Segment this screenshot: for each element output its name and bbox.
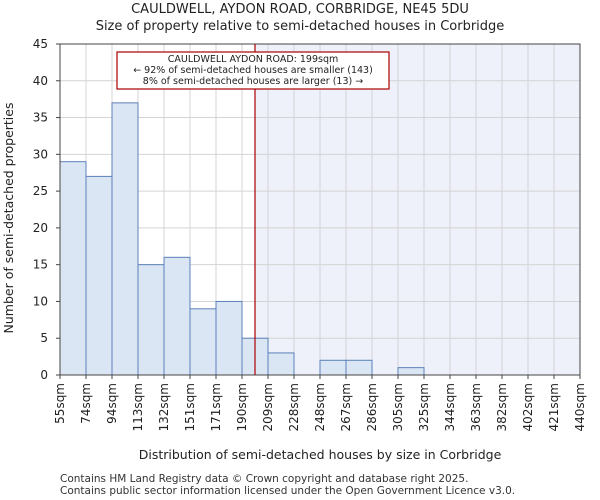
y-axis-label: Number of semi-detached properties	[1, 103, 16, 334]
footer-line-2: Contains public sector information licen…	[60, 485, 516, 497]
x-tick-label: 305sqm	[391, 383, 405, 431]
chart-subtitle: Size of property relative to semi-detach…	[95, 19, 505, 34]
x-tick-label: 55sqm	[53, 383, 67, 424]
footer-line-1: Contains HM Land Registry data © Crown c…	[60, 473, 469, 485]
shaded-region-layer	[255, 44, 580, 375]
x-axis-label: Distribution of semi-detached houses by …	[139, 447, 502, 462]
larger-region-shade	[255, 44, 580, 375]
marker-layer: CAULDWELL AYDON ROAD: 199sqm← 92% of sem…	[116, 44, 390, 375]
bar	[319, 359, 347, 376]
x-tick-label: 113sqm	[131, 383, 145, 431]
x-tick-label: 267sqm	[339, 383, 353, 431]
y-tick-label: 40	[33, 74, 48, 88]
annotation-box	[116, 51, 390, 90]
bars	[59, 102, 425, 376]
bar	[397, 367, 425, 376]
y-tick-label: 25	[33, 184, 48, 198]
x-tick-label: 344sqm	[443, 383, 457, 431]
x-tick-label: 132sqm	[157, 383, 171, 431]
x-tick-label: 440sqm	[573, 383, 587, 431]
y-tick-label: 30	[33, 147, 48, 161]
y-tick-label: 35	[33, 111, 48, 125]
x-tick-label: 421sqm	[547, 383, 561, 431]
chart-title: CAULDWELL, AYDON ROAD, CORBRIDGE, NE45 5…	[131, 2, 469, 17]
x-tick-label: 74sqm	[79, 383, 93, 424]
bar	[85, 175, 113, 376]
y-tick-label: 0	[40, 368, 48, 382]
x-tick-label: 171sqm	[209, 383, 223, 431]
bar	[345, 359, 373, 376]
x-tick-label: 94sqm	[105, 383, 119, 424]
y-tick-label: 45	[33, 37, 48, 51]
y-tick-label: 20	[33, 221, 48, 235]
x-tick-label: 209sqm	[261, 383, 275, 431]
x-tick-label: 325sqm	[417, 383, 431, 431]
x-tick-label: 190sqm	[235, 383, 249, 431]
bar	[59, 161, 87, 376]
axes: 0 5 10 15 20 25 30 35 40 45 55sqm 74sqm 94sqm 113sqm 1…	[33, 37, 587, 431]
annotation-line-1: CAULDWELL AYDON ROAD: 199sqm	[168, 54, 339, 65]
y-tick-label: 5	[40, 331, 48, 345]
bar	[111, 102, 139, 376]
x-tick-label: 382sqm	[495, 383, 509, 431]
bar	[163, 256, 191, 376]
annotation-line-2: ← 92% of semi-detached houses are smalle…	[133, 65, 373, 76]
x-tick-label: 248sqm	[313, 383, 327, 431]
x-tick-label: 228sqm	[287, 383, 301, 431]
x-tick-label: 286sqm	[365, 383, 379, 431]
x-tick-label: 402sqm	[521, 383, 535, 431]
x-tick-label: 363sqm	[469, 383, 483, 431]
annotation-line-3: 8% of semi-detached houses are larger (1…	[143, 76, 363, 87]
x-tick-label: 151sqm	[183, 383, 197, 431]
bar	[189, 308, 217, 376]
bar	[137, 264, 165, 376]
y-tick-label: 10	[33, 294, 48, 308]
bar	[215, 300, 243, 376]
bar	[267, 352, 295, 376]
y-tick-label: 15	[33, 258, 48, 272]
